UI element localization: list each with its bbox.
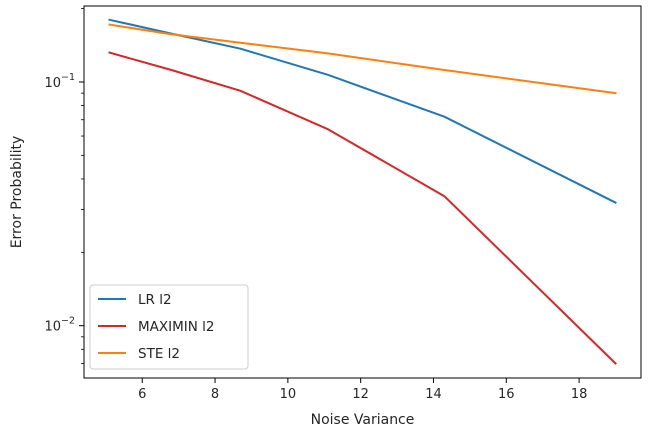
x-tick-label: 10	[280, 387, 297, 402]
y-axis-ticks: 10−1 10−2	[44, 8, 84, 364]
legend-label: LR l2	[138, 292, 172, 308]
y-axis-label: Error Probability	[9, 136, 25, 249]
legend-label: STE l2	[138, 346, 180, 362]
series-lines	[108, 18, 617, 365]
legend-box	[89, 284, 249, 370]
x-tick-label: 14	[425, 387, 442, 402]
x-tick-label: 12	[352, 387, 369, 402]
series-line	[108, 18, 617, 204]
series-line	[108, 51, 617, 365]
x-tick-label: 8	[211, 387, 219, 402]
plot-frame	[83, 5, 642, 379]
y-tick-label: 10−2	[44, 316, 75, 335]
x-tick-label: 16	[498, 387, 515, 402]
x-axis-label: Noise Variance	[311, 412, 415, 428]
x-tick-label: 18	[571, 387, 588, 402]
legend: LR l2 MAXIMIN l2 STE l2	[89, 284, 249, 370]
legend-label: MAXIMIN l2	[138, 319, 214, 335]
series-line	[108, 23, 617, 95]
x-tick-label: 6	[138, 387, 146, 402]
y-tick-label: 10−1	[44, 72, 75, 91]
x-axis-ticks: 6 8 10 12 14 16 18	[138, 378, 587, 402]
